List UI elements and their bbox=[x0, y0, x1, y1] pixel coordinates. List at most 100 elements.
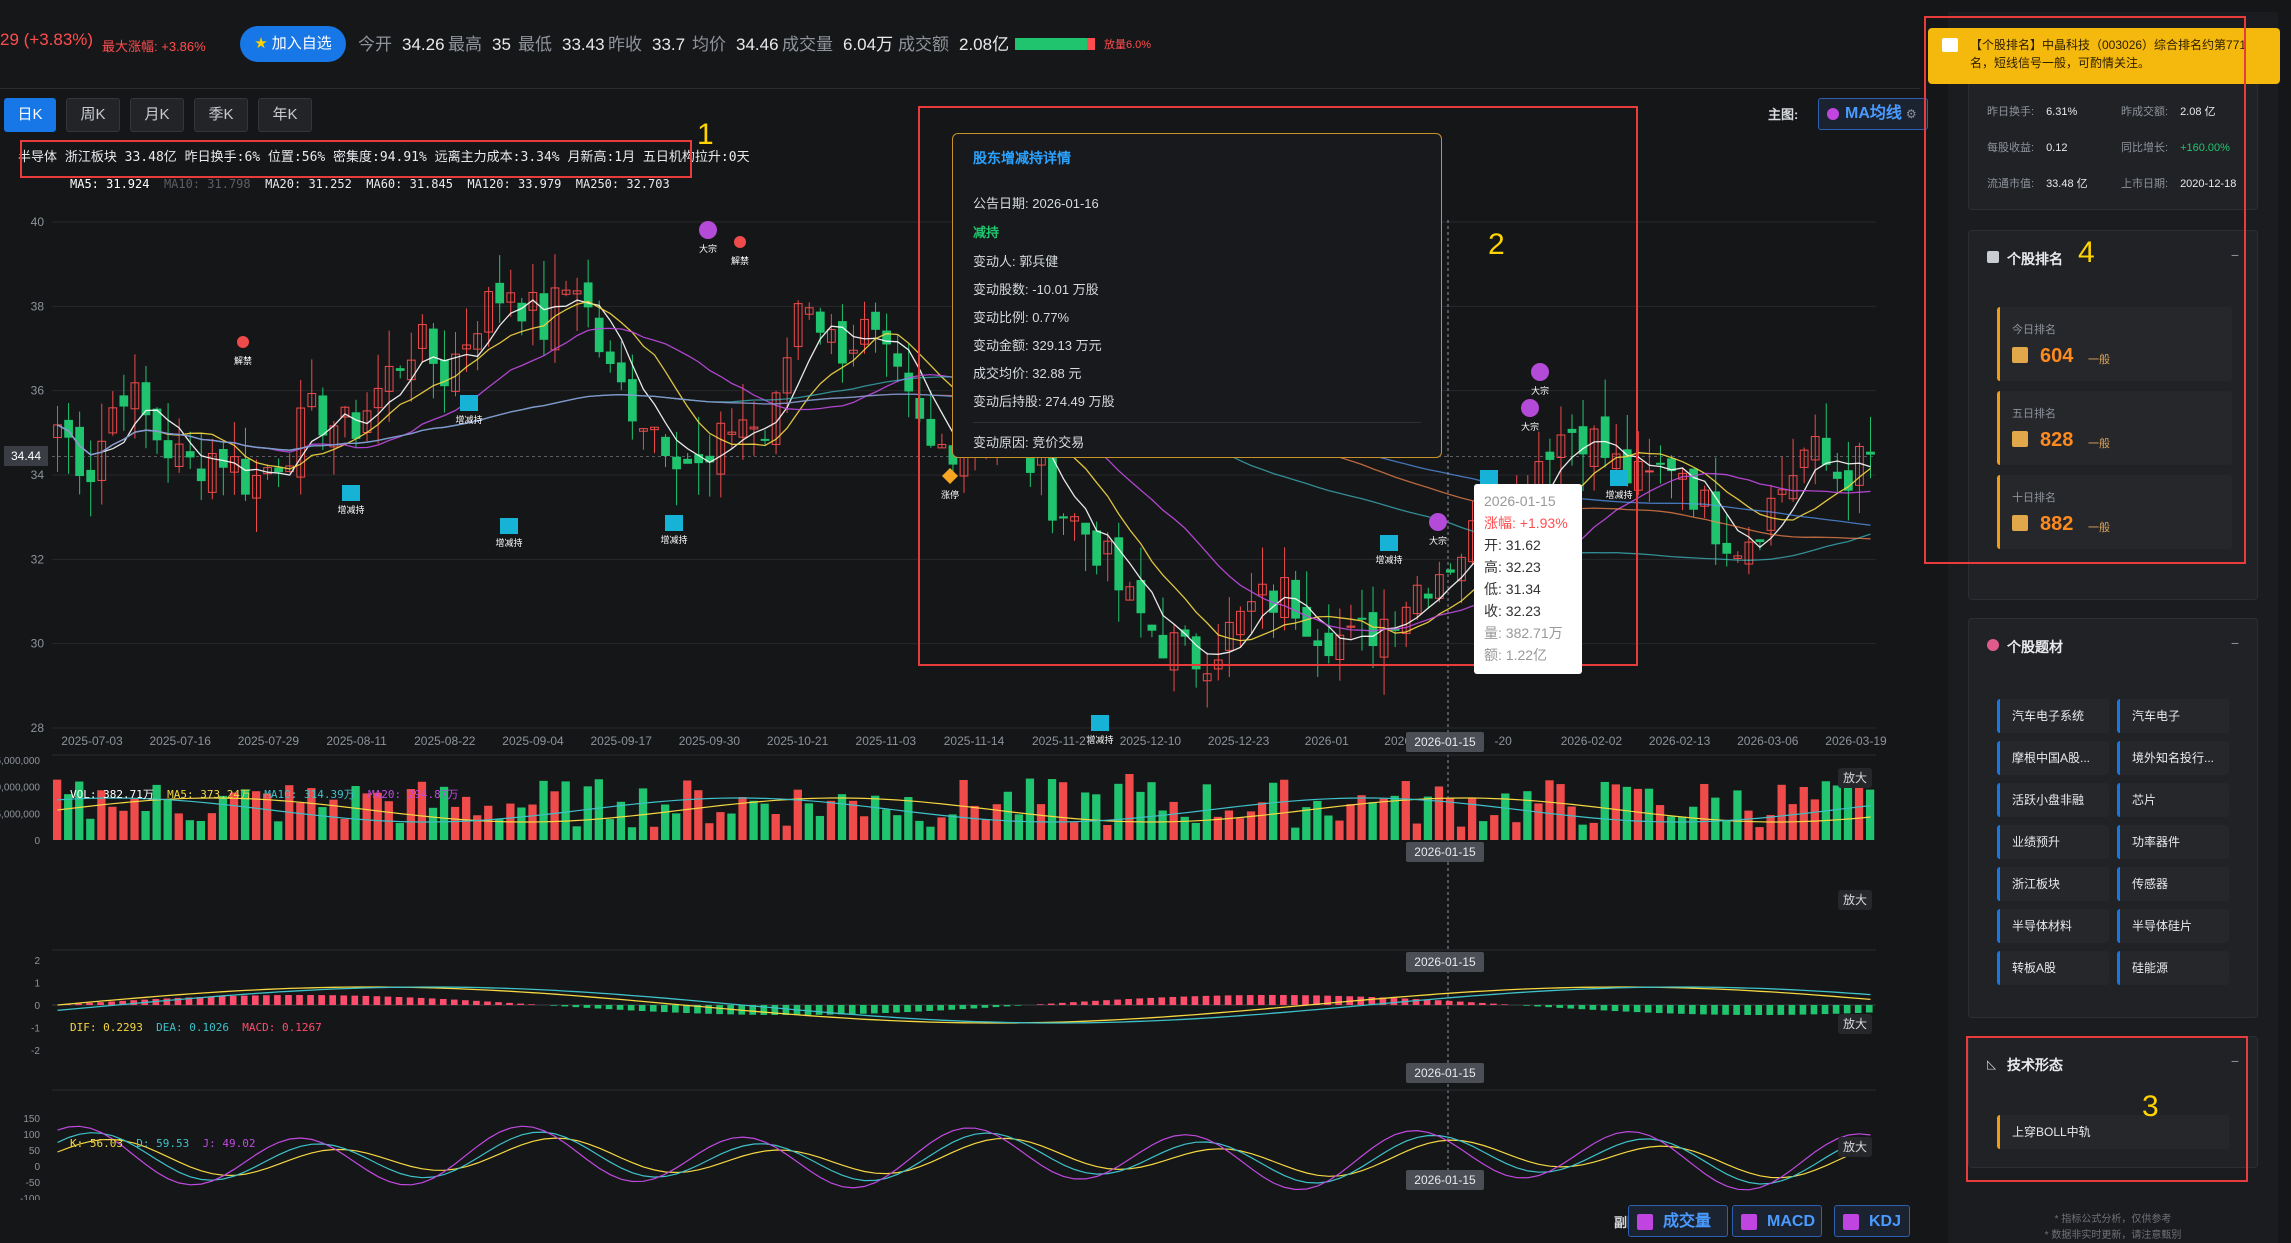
main-indicator-select[interactable]: MA均线 ⚙ bbox=[1818, 98, 1928, 130]
bar-chart-icon bbox=[2012, 431, 2028, 447]
tab-macd[interactable]: MACD bbox=[1732, 1205, 1822, 1237]
kline-chart[interactable]: 40383634323028增减持增减持增减持增减持增减持增减持增减持增减持大宗… bbox=[0, 190, 1890, 1200]
add-to-watchlist-button[interactable]: ★ 加入自选 bbox=[240, 26, 346, 62]
macd-bar bbox=[373, 996, 381, 1005]
macd-bar bbox=[1854, 1005, 1862, 1013]
tab-quarter-k[interactable]: 季K bbox=[194, 98, 248, 132]
candle-body bbox=[1446, 569, 1455, 573]
annotation-number-3: 3 bbox=[2142, 1090, 2159, 1123]
concept-chip[interactable]: 半导体硅片 bbox=[2117, 909, 2229, 943]
tab-kdj[interactable]: KDJ bbox=[1834, 1205, 1910, 1237]
volume-bar bbox=[1854, 787, 1864, 840]
macd-bar bbox=[163, 998, 171, 1005]
tab-week-k[interactable]: 周K bbox=[66, 98, 120, 132]
big-trade-marker-label: 大宗 bbox=[1521, 421, 1539, 432]
fin-list-date: 上市日期: 2020-12-18 bbox=[2121, 178, 2237, 190]
macd-bar bbox=[1644, 1005, 1652, 1013]
concept-chip[interactable]: 境外知名投行... bbox=[2117, 741, 2229, 775]
volume-bar bbox=[1490, 815, 1499, 840]
volume-bar bbox=[649, 826, 659, 840]
kdj-info: K: 56.03 D: 59.53 J: 49.02 bbox=[70, 1137, 256, 1150]
macd-bar bbox=[240, 995, 248, 1005]
macd-bar bbox=[1390, 997, 1398, 1005]
volume-bar bbox=[274, 821, 283, 840]
macd-bar bbox=[1490, 1003, 1497, 1005]
concept-chip[interactable]: 汽车电子 bbox=[2117, 699, 2229, 733]
macd-bar bbox=[1280, 995, 1287, 1005]
reduce-marker-label: 增减持 bbox=[1605, 489, 1632, 500]
volume-bar bbox=[1191, 822, 1200, 840]
kdj-tick-label: -50 bbox=[26, 1178, 41, 1189]
volume-bar bbox=[1434, 786, 1444, 840]
candle-body bbox=[716, 422, 726, 475]
volume-bar bbox=[1467, 797, 1477, 840]
macd-bar bbox=[859, 1005, 867, 1014]
collapse-icon[interactable]: − bbox=[2230, 635, 2239, 651]
concept-chip[interactable]: 芯片 bbox=[2117, 783, 2229, 817]
notice-icon bbox=[1942, 38, 1958, 52]
macd-bar bbox=[1003, 1005, 1011, 1007]
tab-month-k[interactable]: 月K bbox=[130, 98, 184, 132]
concept-chip[interactable]: 转板A股 bbox=[1997, 951, 2109, 985]
macd-bar bbox=[1445, 1000, 1453, 1005]
macd-bar bbox=[1081, 1001, 1088, 1005]
macd-bar bbox=[826, 1005, 834, 1015]
volume-bar bbox=[1092, 794, 1101, 840]
volume-bar bbox=[948, 814, 957, 840]
candle-body bbox=[218, 448, 228, 468]
volume-bar bbox=[583, 786, 592, 840]
concept-chip[interactable]: 功率器件 bbox=[2117, 825, 2229, 859]
candle-body bbox=[926, 418, 936, 446]
x-tick-label: 2026-01 bbox=[1305, 734, 1349, 748]
volume-bar bbox=[1600, 781, 1609, 840]
candle-body bbox=[484, 291, 494, 333]
collapse-icon[interactable]: − bbox=[2230, 247, 2239, 263]
volume-bar bbox=[871, 795, 880, 840]
zoom-kdj-button[interactable]: 放大 bbox=[1838, 1137, 1872, 1157]
macd-bar bbox=[937, 1005, 944, 1011]
macd-bar bbox=[627, 1005, 635, 1011]
tech-pattern-chip[interactable]: 上穿BOLL中轨 bbox=[1997, 1115, 2229, 1149]
macd-bar bbox=[450, 999, 458, 1005]
candle-body bbox=[882, 330, 891, 345]
volume-bar bbox=[1269, 782, 1278, 840]
volume-bar bbox=[1578, 824, 1587, 840]
candle-body bbox=[495, 282, 505, 304]
concept-chip[interactable]: 半导体材料 bbox=[1997, 909, 2109, 943]
concept-chip[interactable]: 浙江板块 bbox=[1997, 867, 2109, 901]
macd-bar bbox=[1014, 1005, 1022, 1006]
tab-volume[interactable]: 成交量 bbox=[1628, 1205, 1728, 1237]
concept-chip[interactable]: 摩根中国A股... bbox=[1997, 741, 2109, 775]
low-price: 最低 33.43 bbox=[518, 35, 605, 54]
candle-body bbox=[1258, 583, 1267, 596]
macd-bar bbox=[1711, 1005, 1718, 1015]
candle-body bbox=[1335, 634, 1345, 660]
candle-body bbox=[384, 365, 394, 392]
annotation-number-2: 2 bbox=[1488, 228, 1505, 261]
volume-bar bbox=[793, 789, 802, 840]
volume-bar bbox=[1766, 815, 1775, 840]
volume-bar bbox=[1081, 792, 1090, 840]
candle-body bbox=[75, 426, 85, 477]
concept-chip[interactable]: 活跃小盘非融 bbox=[1997, 783, 2109, 817]
candle-body bbox=[1656, 462, 1665, 465]
volume-bar bbox=[1777, 784, 1786, 840]
candle-body bbox=[108, 407, 118, 434]
tab-day-k[interactable]: 日K bbox=[4, 98, 56, 132]
collapse-icon[interactable]: − bbox=[2230, 1053, 2239, 1069]
candle-body bbox=[583, 282, 593, 308]
rank-five-day: 五日排名 828 一般 bbox=[1997, 391, 2232, 465]
concept-chip[interactable]: 硅能源 bbox=[2117, 951, 2229, 985]
volume-bar bbox=[616, 801, 626, 840]
zoom-volume-button[interactable]: 放大 bbox=[1838, 768, 1872, 788]
volume-ma-line bbox=[57, 797, 1871, 823]
tab-year-k[interactable]: 年K bbox=[258, 98, 312, 132]
concept-chip[interactable]: 汽车电子系统 bbox=[1997, 699, 2109, 733]
concept-chip[interactable]: 传感器 bbox=[2117, 867, 2229, 901]
zoom-button[interactable]: 放大 bbox=[1838, 890, 1872, 910]
candle-body bbox=[1114, 537, 1124, 591]
zoom-macd-button[interactable]: 放大 bbox=[1838, 1014, 1872, 1034]
candle-body bbox=[616, 362, 626, 383]
kdj-line bbox=[57, 1131, 1871, 1185]
concept-chip[interactable]: 业绩预升 bbox=[1997, 825, 2109, 859]
